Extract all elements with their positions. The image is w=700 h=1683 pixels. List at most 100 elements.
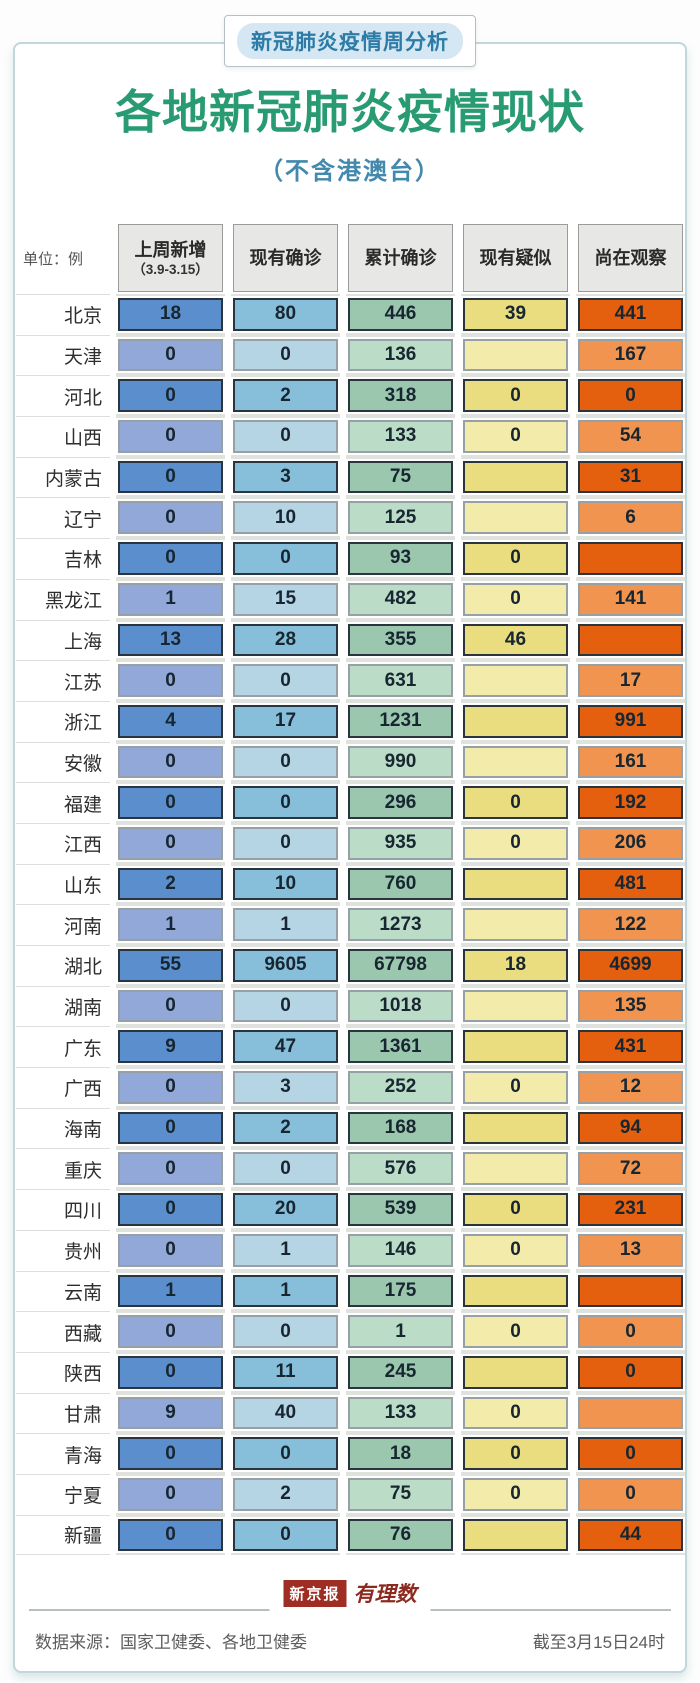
cell-slot: 18: [461, 945, 570, 986]
table-cell: 0: [578, 1477, 683, 1511]
table-cell: 0: [463, 786, 568, 819]
table-cell: 0: [118, 1315, 223, 1348]
table-cell: 0: [463, 420, 568, 453]
table-cell: 0: [118, 989, 223, 1023]
cell-slot: 0: [231, 1515, 340, 1556]
table-cell: 0: [233, 542, 338, 575]
cell-slot: 67798: [346, 945, 455, 986]
publisher-logo-secondary: 有理数: [353, 1581, 417, 1607]
cell-slot: [461, 701, 570, 742]
row-label: 北京: [16, 294, 110, 335]
cell-slot: 2: [231, 1474, 340, 1515]
cell-slot: 0: [116, 660, 225, 701]
cell-slot: 990: [346, 742, 455, 783]
table-cell: 9: [118, 1030, 223, 1064]
table-cell: 0: [118, 1193, 223, 1226]
cell-slot: 72: [576, 1148, 685, 1189]
table-cell: [463, 745, 568, 779]
as-of-timestamp: 截至3月15日24时: [532, 1633, 665, 1653]
cell-slot: 94: [576, 1108, 685, 1149]
column-header: 累计确诊: [348, 224, 453, 292]
cell-slot: 146: [346, 1230, 455, 1271]
cell-slot: 446: [346, 294, 455, 335]
table-cell: 0: [578, 1437, 683, 1470]
table-cell: 431: [578, 1030, 683, 1064]
table-cell: 0: [233, 1152, 338, 1186]
cell-slot: 0: [116, 538, 225, 579]
table-cell: 0: [463, 1396, 568, 1430]
table-cell: 9605: [233, 949, 338, 982]
table-cell: [463, 1274, 568, 1308]
cell-slot: 631: [346, 660, 455, 701]
cell-slot: 93: [346, 538, 455, 579]
table-cell: 6: [578, 501, 683, 535]
table-cell: 20: [233, 1193, 338, 1226]
table-cell: 13: [118, 623, 223, 657]
table-cell: 0: [233, 1437, 338, 1470]
cell-slot: 54: [576, 416, 685, 457]
column-header-sublabel: （3.9-3.15）: [132, 261, 209, 277]
cell-slot: 31: [576, 457, 685, 498]
cell-slot: 9: [116, 1393, 225, 1434]
table-cell: 9: [118, 1396, 223, 1430]
cell-slot: [461, 1026, 570, 1067]
table-cell: 0: [118, 1071, 223, 1104]
cell-slot: 206: [576, 823, 685, 864]
cell-slot: 0: [116, 1311, 225, 1352]
table-cell: [463, 1152, 568, 1186]
row-label: 西藏: [16, 1311, 110, 1352]
row-label: 新疆: [16, 1514, 110, 1556]
row-label: 四川: [16, 1189, 110, 1230]
table-cell: 0: [463, 1437, 568, 1470]
table-cell: 1: [118, 582, 223, 616]
cell-slot: 76: [346, 1515, 455, 1556]
row-label: 宁夏: [16, 1473, 110, 1515]
cell-slot: 539: [346, 1189, 455, 1230]
table-cell: [463, 1030, 568, 1064]
table-cell: 133: [348, 1396, 453, 1430]
column-header: 尚在观察: [578, 224, 683, 292]
table-cell: 0: [118, 1233, 223, 1267]
cell-slot: 75: [346, 457, 455, 498]
row-label: 广东: [16, 1026, 110, 1067]
row-label: 山东: [16, 863, 110, 905]
cell-slot: 0: [461, 416, 570, 457]
table-cell: 990: [348, 745, 453, 779]
cell-slot: [461, 904, 570, 945]
cell-slot: 318: [346, 375, 455, 416]
cell-slot: 0: [231, 742, 340, 783]
data-table: 单位：例 北京 天津 河北 山西 内蒙古 辽宁 吉林 黑龙江 上海 江苏 浙江 安徽 福建 江西 山东 河南湖…: [16, 222, 685, 1556]
row-label: 海南: [16, 1107, 110, 1149]
column-header-label: 累计确诊: [364, 248, 437, 268]
cell-slot: 0: [116, 782, 225, 823]
table-cell: 1: [348, 1315, 453, 1348]
table-cell: 0: [118, 420, 223, 453]
table-cell: 991: [578, 704, 683, 738]
row-label: 天津: [16, 334, 110, 376]
cell-slot: 0: [461, 1311, 570, 1352]
cell-slot: 0: [116, 1474, 225, 1515]
cell-slot: 3: [231, 457, 340, 498]
cell-slot: 576: [346, 1148, 455, 1189]
table-cell: 0: [118, 379, 223, 413]
table-cell: [463, 664, 568, 697]
cell-slot: 0: [116, 1433, 225, 1474]
cell-slot: 0: [116, 335, 225, 376]
cell-slot: 0: [116, 1067, 225, 1108]
column-header-label: 现有疑似: [479, 248, 552, 268]
table-cell: 0: [118, 1518, 223, 1552]
table-cell: 75: [348, 460, 453, 494]
table-cell: 0: [118, 1152, 223, 1186]
table-cell: 47: [233, 1030, 338, 1064]
cell-slot: [461, 864, 570, 905]
cell-slot: 125: [346, 497, 455, 538]
table-cell: 2: [118, 867, 223, 901]
table-cell: 631: [348, 664, 453, 697]
cell-slot: 18: [346, 1433, 455, 1474]
table-cell: 0: [463, 379, 568, 413]
table-cell: 28: [233, 623, 338, 657]
column-header-label: 尚在观察: [594, 248, 667, 268]
table-cell: 576: [348, 1152, 453, 1186]
table-cell: [463, 908, 568, 941]
table-cell: 1018: [348, 989, 453, 1023]
